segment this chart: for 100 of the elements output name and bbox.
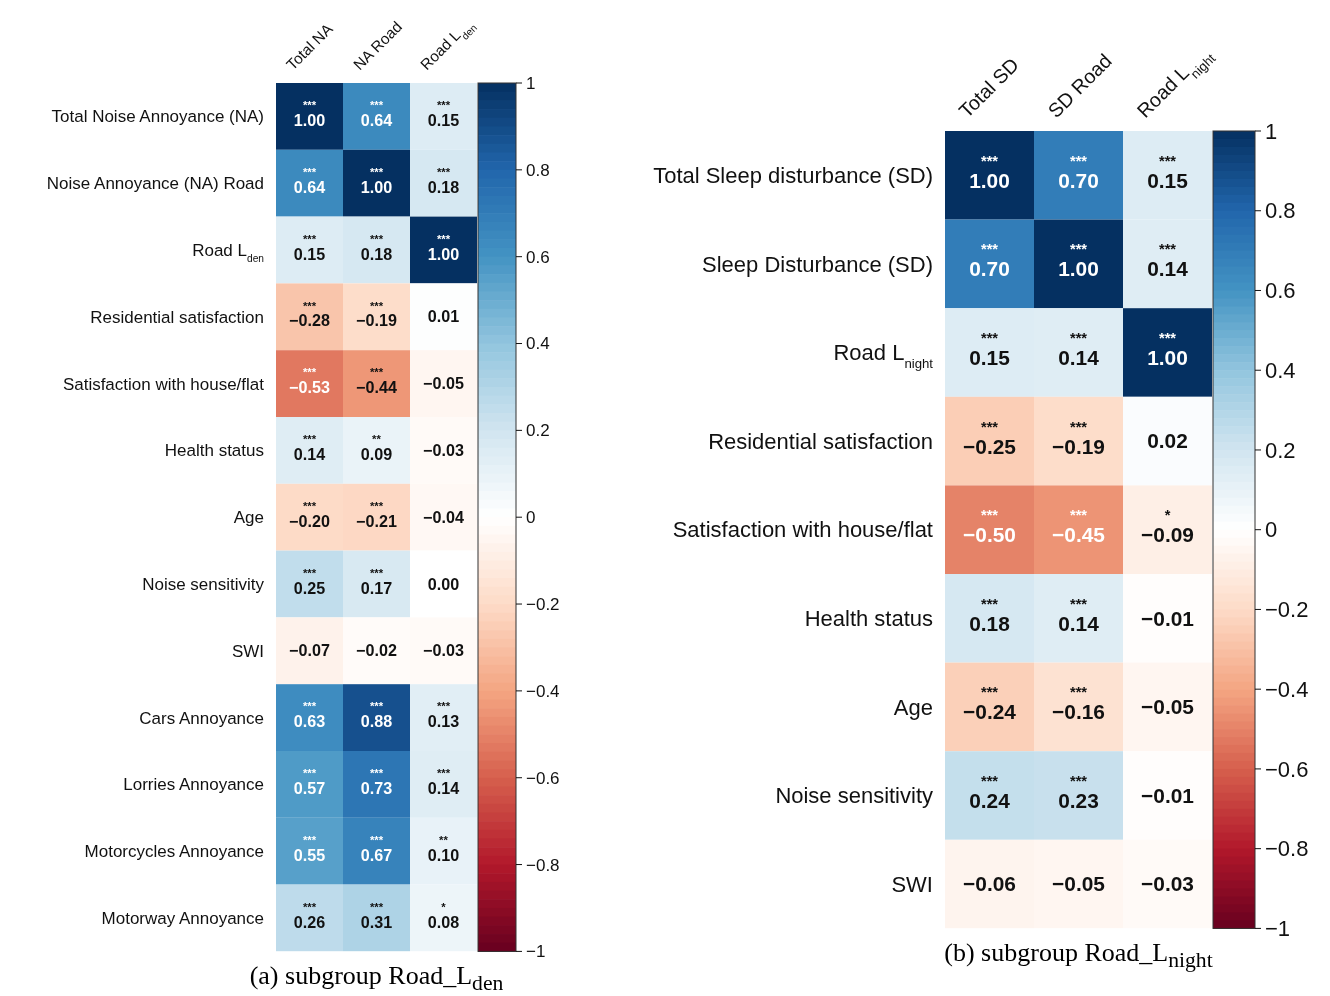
data-label: *** −0.53 bbox=[289, 366, 330, 397]
color-bar-label: −0.4 bbox=[1265, 676, 1309, 702]
data-label: *** 0.15 bbox=[1147, 152, 1189, 192]
data-label: −0.05 bbox=[1052, 872, 1106, 896]
color-bar-label: −1 bbox=[1265, 916, 1291, 942]
data-label: *** 1.00 bbox=[360, 165, 393, 196]
y-tick-label: Satisfaction with house/flat bbox=[672, 517, 933, 543]
data-label: −0.03 bbox=[423, 441, 464, 460]
color-bar-label: 1 bbox=[1265, 118, 1278, 144]
text: (a) subgroup Road_L$_{den}$ bbox=[249, 961, 504, 996]
color-bar-label: −0.6 bbox=[526, 768, 560, 788]
y-tick-label: Health status bbox=[804, 605, 934, 631]
data-label: *** −0.44 bbox=[356, 366, 397, 397]
y-tick-label: Health status bbox=[164, 441, 264, 461]
data-label: *** 0.70 bbox=[969, 241, 1010, 281]
color-bar-label: 0 bbox=[1265, 517, 1278, 543]
color-bar-label: 0.4 bbox=[526, 334, 550, 354]
data-label: * 0.08 bbox=[427, 900, 460, 931]
data-label: *** 0.64 bbox=[293, 165, 326, 196]
data-label: *** 0.88 bbox=[360, 700, 393, 731]
color-bar-label: 0.6 bbox=[526, 247, 550, 267]
y-tick-label: Road L$_{den}$ bbox=[192, 240, 264, 264]
data-label: *** −0.21 bbox=[356, 499, 397, 530]
color-bar-label: −0.6 bbox=[1265, 756, 1309, 782]
data-label: *** 0.17 bbox=[360, 566, 393, 597]
data-label: −0.05 bbox=[423, 374, 464, 393]
color-bar-label: 0.8 bbox=[526, 160, 550, 180]
data-label: *** −0.50 bbox=[963, 507, 1016, 547]
data-label: *** 0.24 bbox=[969, 773, 1011, 813]
data-label: *** 1.00 bbox=[1147, 330, 1188, 370]
data-label: −0.03 bbox=[1141, 872, 1194, 896]
y-tick-label: Satisfaction with house/flat bbox=[62, 374, 265, 394]
data-label: *** 0.18 bbox=[969, 595, 1010, 635]
data-label: *** 0.23 bbox=[1058, 773, 1099, 813]
color-bar-label: 0.4 bbox=[1265, 357, 1296, 383]
color-bar-label: 0.2 bbox=[526, 421, 550, 441]
data-label: −0.01 bbox=[1141, 783, 1195, 807]
data-label: *** −0.16 bbox=[1052, 684, 1105, 724]
y-tick-label: Residential satisfaction bbox=[90, 307, 264, 327]
color-bar-label: 0 bbox=[526, 508, 536, 528]
color-bar-label: −0.8 bbox=[526, 855, 560, 875]
data-label: −0.02 bbox=[356, 641, 397, 660]
color-bar-label: 0.2 bbox=[1265, 437, 1296, 463]
data-label: *** −0.45 bbox=[1052, 507, 1106, 547]
data-label: *** 0.55 bbox=[293, 833, 326, 864]
data-label: *** 1.00 bbox=[427, 232, 460, 263]
data-label: *** 0.14 bbox=[293, 433, 326, 464]
data-label: *** 1.00 bbox=[1058, 241, 1099, 281]
color-bar-label: 0.8 bbox=[1265, 198, 1296, 224]
data-label: *** 0.73 bbox=[360, 767, 393, 798]
color-bar-label: −1 bbox=[526, 942, 546, 962]
data-label: *** 0.15 bbox=[293, 232, 326, 263]
data-label: *** 0.15 bbox=[969, 330, 1011, 370]
data-label: *** 1.00 bbox=[969, 152, 1010, 192]
data-label: *** −0.28 bbox=[289, 299, 330, 330]
data-label: *** 0.64 bbox=[360, 99, 393, 130]
data-label: *** 0.31 bbox=[360, 900, 393, 931]
data-label: *** 0.57 bbox=[293, 767, 326, 798]
color-bar-label: −0.8 bbox=[1265, 836, 1309, 862]
y-tick-label: SWI bbox=[891, 871, 933, 897]
y-tick-label: Sleep Disturbance (SD) bbox=[702, 251, 933, 277]
data-label: *** −0.24 bbox=[963, 684, 1017, 724]
y-tick-label: Total Noise Annoyance (NA) bbox=[51, 107, 264, 127]
data-label: −0.01 bbox=[1141, 606, 1195, 630]
data-label: *** 0.15 bbox=[427, 99, 460, 130]
color-bar-label: 0.6 bbox=[1265, 278, 1296, 304]
color-bar-label: −0.2 bbox=[526, 594, 560, 614]
y-tick-label: Residential satisfaction bbox=[708, 428, 933, 454]
y-tick-label: Total Sleep disturbance (SD) bbox=[653, 163, 933, 188]
y-tick-label: Noise Annoyance (NA) Road bbox=[46, 174, 264, 194]
y-tick-label: Noise sensitivity bbox=[142, 574, 265, 594]
data-label: 0.00 bbox=[427, 574, 460, 593]
data-label: *** 0.14 bbox=[1147, 241, 1189, 281]
data-label: *** 0.14 bbox=[1058, 595, 1100, 635]
data-label: *** −0.19 bbox=[1052, 418, 1105, 458]
data-label: −0.04 bbox=[423, 507, 464, 526]
data-label: *** 0.25 bbox=[293, 566, 326, 597]
color-bar-label: −0.2 bbox=[1265, 597, 1309, 623]
data-label: *** 0.67 bbox=[360, 833, 393, 864]
y-tick-label: Motorcycles Annoyance bbox=[84, 842, 264, 862]
y-tick-label: Noise sensitivity bbox=[775, 783, 933, 809]
data-label: −0.07 bbox=[289, 641, 330, 660]
data-label: 0.01 bbox=[427, 307, 460, 326]
y-tick-label: SWI bbox=[231, 641, 264, 661]
data-label: *** 0.18 bbox=[360, 232, 393, 263]
y-tick-label: Cars Annoyance bbox=[139, 708, 264, 728]
y-tick-label: Age bbox=[893, 694, 933, 720]
y-tick-label: Age bbox=[233, 508, 264, 528]
data-label: ** 0.10 bbox=[427, 833, 460, 864]
color-bar-label: 1 bbox=[526, 73, 536, 93]
data-label: *** −0.25 bbox=[963, 418, 1017, 458]
data-label: * −0.09 bbox=[1141, 507, 1194, 547]
data-label: ** 0.09 bbox=[360, 433, 393, 464]
data-label: *** 0.13 bbox=[427, 700, 460, 731]
data-label: *** 1.00 bbox=[293, 99, 326, 130]
data-label: 0.02 bbox=[1147, 429, 1188, 453]
data-label: *** −0.20 bbox=[289, 499, 330, 530]
data-label: −0.06 bbox=[963, 872, 1016, 896]
data-label: *** 0.14 bbox=[427, 767, 460, 798]
data-label: *** 0.14 bbox=[1058, 330, 1100, 370]
